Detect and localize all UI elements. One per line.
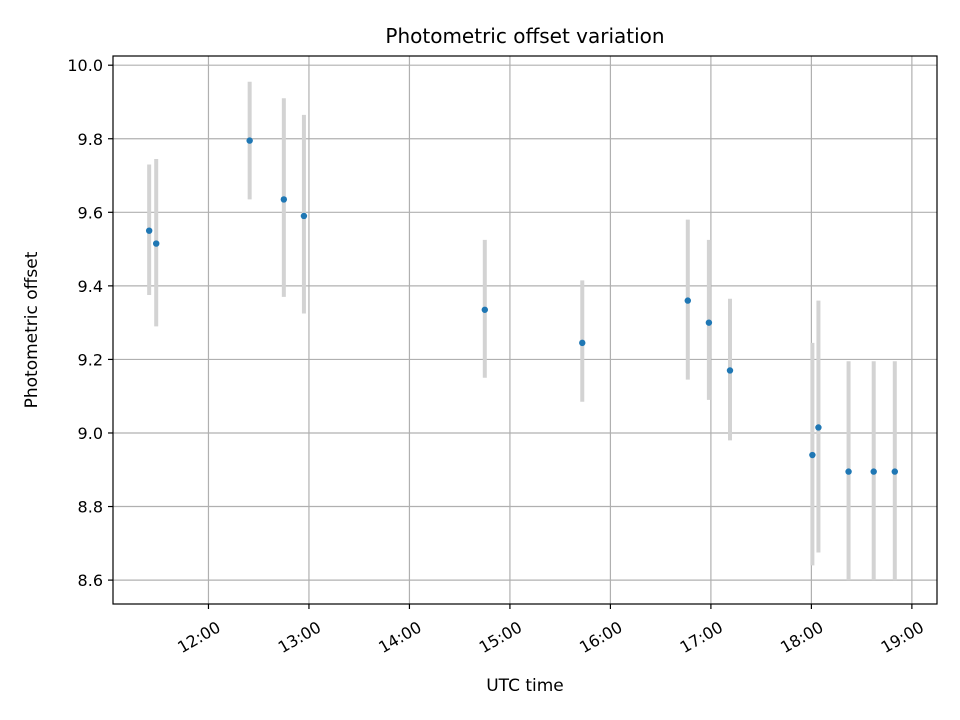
- data-point: [280, 196, 288, 203]
- error-bars: [147, 81, 897, 581]
- y-tick-label: 9.6: [78, 203, 103, 222]
- x-tick-label: 12:00: [174, 617, 223, 657]
- data-point: [870, 468, 877, 475]
- chart-title: Photometric offset variation: [385, 24, 664, 48]
- y-tick-label: 9.8: [78, 130, 103, 149]
- data-point: [579, 339, 586, 347]
- data-points: [145, 137, 898, 475]
- x-tick-label: 13:00: [275, 617, 324, 657]
- x-axis-label: UTC time: [486, 676, 564, 696]
- data-point: [815, 424, 822, 431]
- data-point: [300, 212, 308, 220]
- x-tick-label: 17:00: [677, 617, 726, 657]
- data-point: [153, 240, 160, 247]
- x-tick-label: 18:00: [777, 617, 826, 657]
- y-tick-label: 9.0: [78, 424, 103, 443]
- x-tick-label: 14:00: [375, 617, 424, 657]
- data-point: [705, 319, 713, 326]
- data-point: [809, 451, 816, 459]
- y-axis-label: Photometric offset: [22, 251, 42, 408]
- data-point: [845, 468, 852, 475]
- data-point: [145, 227, 153, 234]
- y-tick-label: 8.8: [78, 498, 103, 517]
- axis-ticks: 12:00 13:00 14:00 15:00 16:00 17:00 18:00 19:00…: [67, 56, 927, 657]
- y-tick-label: 10.0: [67, 56, 103, 75]
- y-tick-label: 8.6: [78, 571, 103, 590]
- y-tick-label: 9.2: [78, 350, 103, 369]
- x-tick-label: 16:00: [576, 617, 625, 657]
- x-tick-label: 19:00: [878, 617, 927, 657]
- plot-area-frame: [112, 55, 938, 605]
- y-tick-label: 9.4: [78, 277, 103, 296]
- data-point: [684, 297, 691, 304]
- data-point: [481, 306, 489, 313]
- data-point: [891, 468, 898, 475]
- grid-lines: [113, 56, 937, 604]
- data-point: [246, 137, 253, 144]
- x-tick-label: 15:00: [476, 617, 525, 657]
- data-point: [726, 367, 734, 374]
